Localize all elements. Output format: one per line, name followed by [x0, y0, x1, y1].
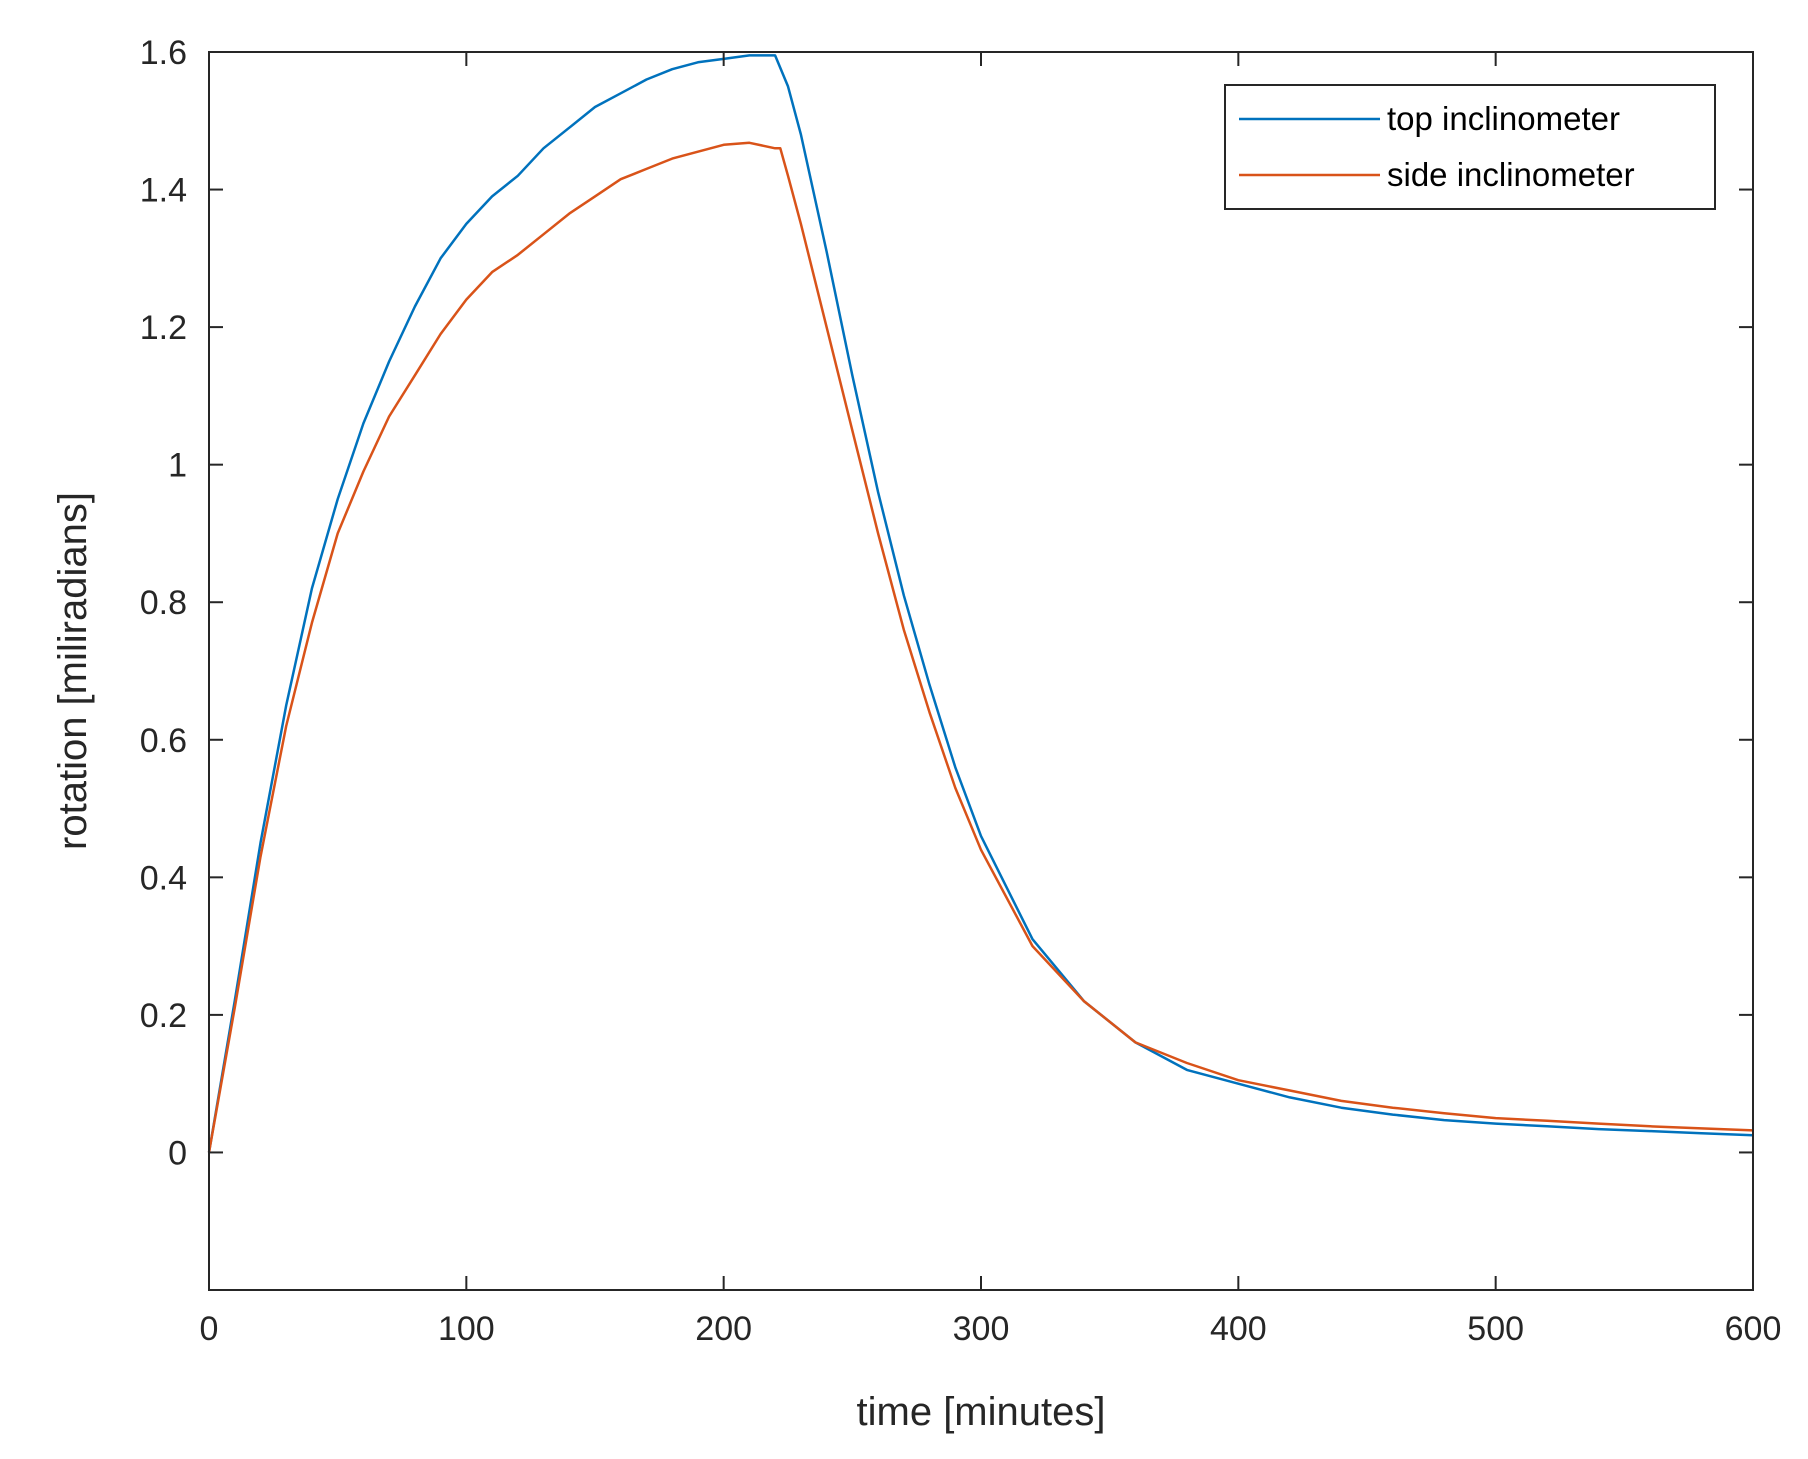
series-line-top-inclinometer [207, 54, 1754, 1153]
x-tick-label: 200 [695, 1310, 752, 1348]
series-line-side-inclinometer [207, 141, 1754, 1153]
x-tick-label: 500 [1467, 1310, 1524, 1348]
y-tick-label: 1.4 [140, 172, 187, 210]
y-tick-label: 0.8 [140, 584, 187, 622]
legend: top inclinometer side inclinometer [1224, 84, 1716, 210]
plot-area [209, 52, 1753, 1290]
y-tick-label: 0.4 [140, 859, 187, 897]
x-tick-label: 300 [953, 1310, 1010, 1348]
x-tick-label: 600 [1725, 1310, 1782, 1348]
x-tick-label: 0 [200, 1310, 219, 1348]
y-tick-label: 1 [168, 447, 187, 485]
series-layer [207, 54, 1754, 1153]
y-axis-title: rotation [miliradians] [51, 492, 95, 850]
x-tick-label: 400 [1210, 1310, 1267, 1348]
y-tick-label: 1.2 [140, 309, 187, 347]
y-tick-label: 0.6 [140, 722, 187, 760]
x-axis-title: time [minutes] [857, 1390, 1106, 1434]
legend-box [1224, 84, 1716, 210]
x-tick-label: 100 [438, 1310, 495, 1348]
legend-label-side-inclinometer: side inclinometer [1387, 156, 1635, 193]
y-tick-label: 1.6 [140, 34, 187, 72]
legend-label-top-inclinometer: top inclinometer [1387, 100, 1620, 137]
y-tick-label: 0 [168, 1134, 187, 1172]
y-tick-label: 0.2 [140, 997, 187, 1035]
tick-layer: 0 100 200 300 400 500 600 0 0.2 0.4 0.6 0.8 1 1.2 1.4 1… [140, 34, 1782, 1348]
